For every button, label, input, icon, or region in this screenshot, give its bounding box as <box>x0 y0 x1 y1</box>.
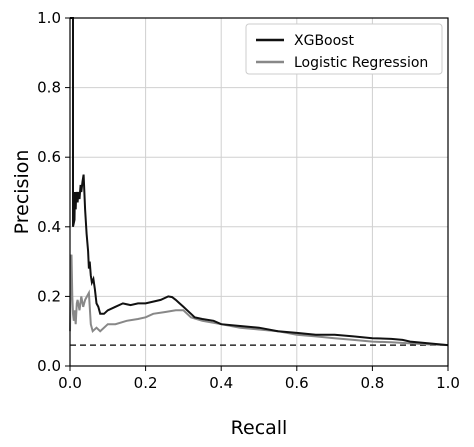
y-tick-label: 0.2 <box>37 287 61 305</box>
y-tick-label: 0.4 <box>37 218 61 236</box>
x-tick-label: 0.4 <box>209 374 233 392</box>
series-line-logistic-regression <box>69 254 449 347</box>
y-tick-label: 0.0 <box>37 357 61 375</box>
axis-ticks: 0.0 0.2 0.4 0.6 0.8 1.0 0.0 0.2 0.4 0.6 0.8 1.0 <box>37 9 460 392</box>
legend-label: XGBoost <box>294 33 354 49</box>
x-tick-label: 1.0 <box>436 374 460 392</box>
legend-label: Logistic Regression <box>294 55 428 71</box>
x-tick-label: 0.6 <box>285 374 309 392</box>
y-tick-label: 0.8 <box>37 79 61 97</box>
legend-box <box>245 23 443 75</box>
x-tick-label: 0.0 <box>58 374 82 392</box>
y-axis-label: Precision <box>11 150 33 235</box>
series-layer <box>69 17 449 347</box>
x-tick-label: 0.8 <box>360 374 384 392</box>
plot-frame <box>69 17 449 367</box>
y-tick-label: 0.6 <box>37 148 61 166</box>
y-tick-label: 1.0 <box>37 9 61 27</box>
series-line-xgboost <box>70 17 449 347</box>
legend: XGBoost Logistic Regression <box>245 23 443 75</box>
x-tick-label: 0.2 <box>134 374 158 392</box>
x-axis-label: Recall <box>231 417 288 439</box>
